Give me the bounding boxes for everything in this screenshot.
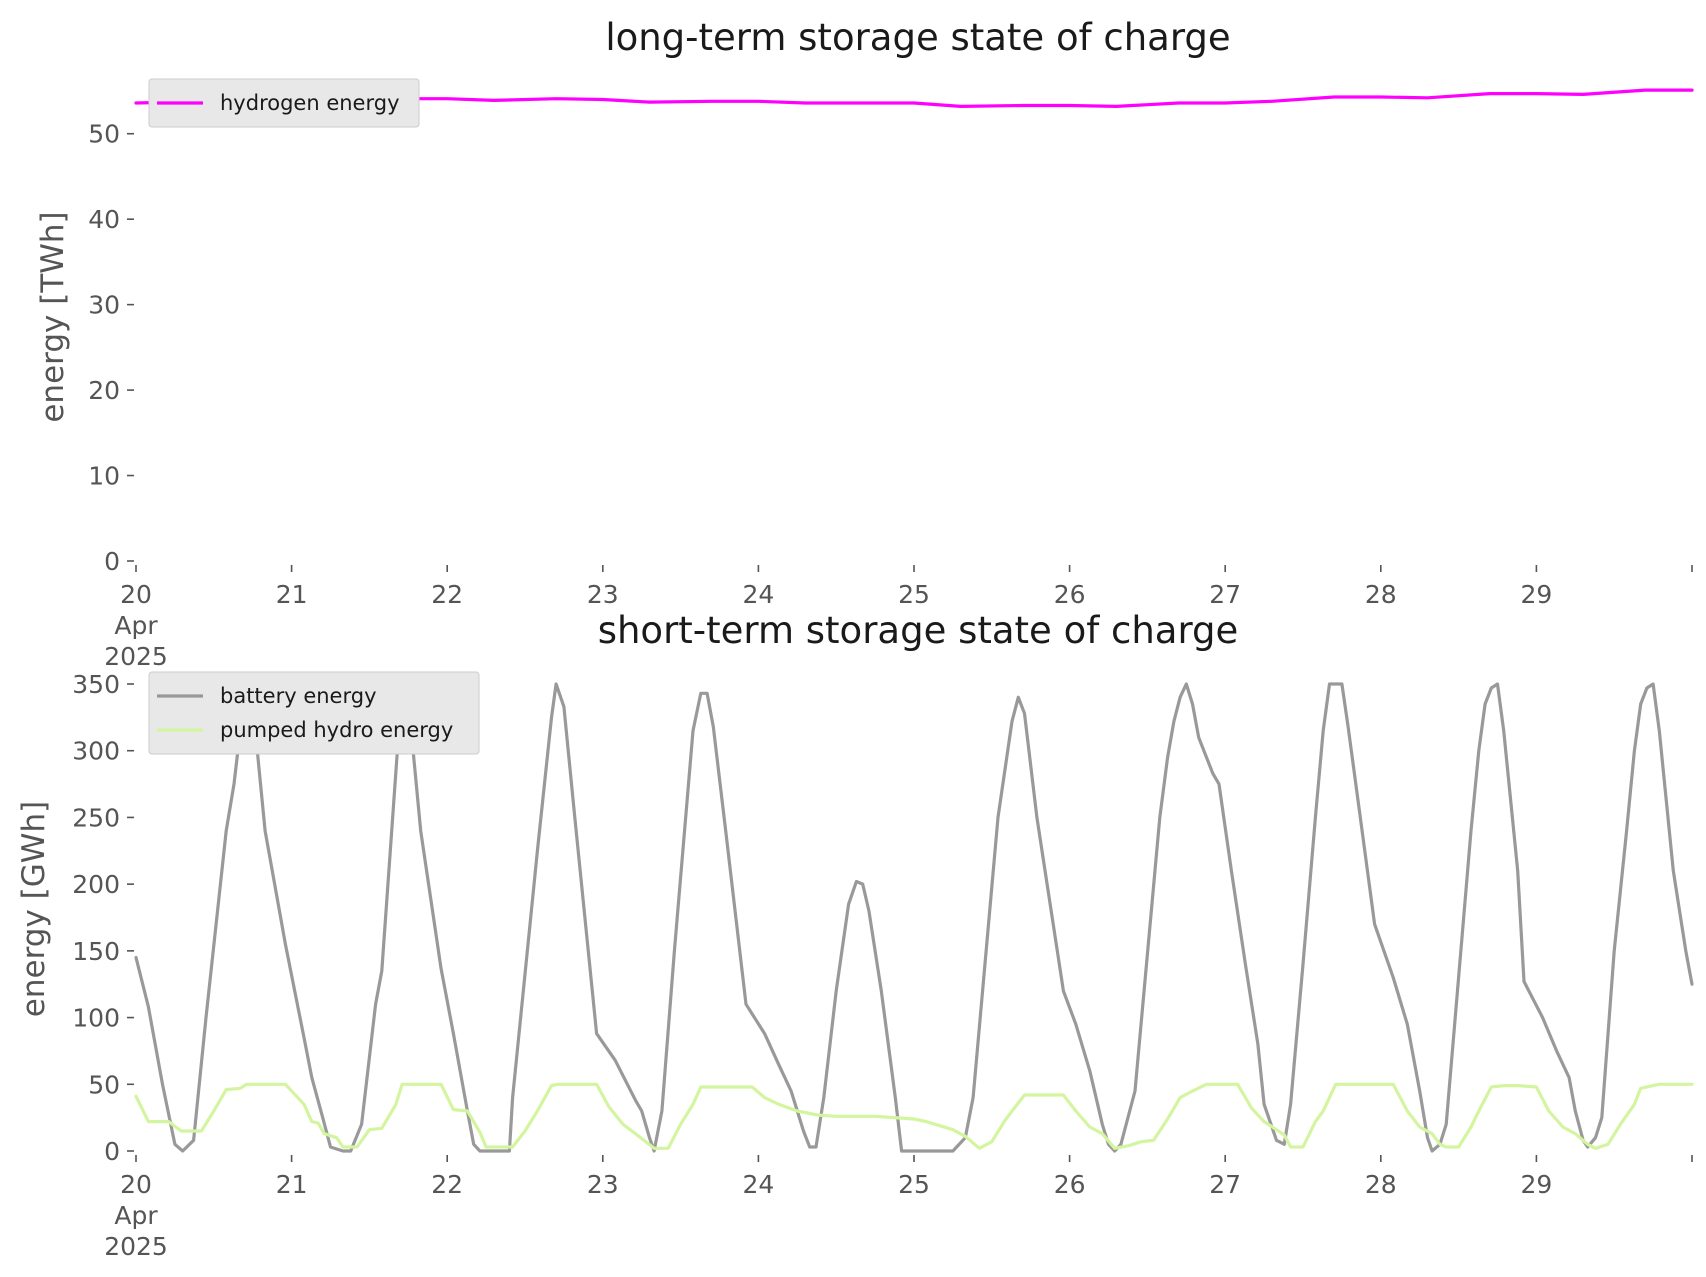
x-tick-label: 23 <box>587 580 619 609</box>
x-tick-label: 23 <box>587 1170 619 1199</box>
x-tick-label: 22 <box>431 1170 463 1199</box>
x-tick-label: 24 <box>742 580 774 609</box>
legend-label: pumped hydro energy <box>220 718 453 742</box>
y-axis-label: energy [GWh] <box>16 801 52 1017</box>
y-tick-label: 40 <box>88 205 120 234</box>
y-tick-label: 50 <box>88 120 120 149</box>
x-tick-label: 21 <box>276 580 308 609</box>
x-tick-label: 26 <box>1054 580 1086 609</box>
x-tick-label: 22 <box>431 580 463 609</box>
short-term-storage-chart: short-term storage state of charge energ… <box>16 609 1694 1261</box>
legend-label: hydrogen energy <box>220 91 400 115</box>
y-tick-label: 250 <box>72 803 120 832</box>
legend-label: battery energy <box>220 684 377 708</box>
y-tick-label: 200 <box>72 870 120 899</box>
x-tick-label: 24 <box>742 1170 774 1199</box>
y-tick-label: 20 <box>88 376 120 405</box>
x-tick-label: 29 <box>1520 1170 1552 1199</box>
y-tick-label: 50 <box>88 1070 120 1099</box>
y-tick-label: 0 <box>104 1137 120 1166</box>
x-tick-label: 25 <box>898 1170 930 1199</box>
series-line-pumped-hydro-energy <box>134 1082 1694 1150</box>
x-tick-label: 28 <box>1365 580 1397 609</box>
x-tick-label: 26 <box>1054 1170 1086 1199</box>
x-tick-label: 27 <box>1209 580 1241 609</box>
x-tick-label: 21 <box>276 1170 308 1199</box>
chart-title: short-term storage state of charge <box>598 609 1239 652</box>
x-tick-label: 27 <box>1209 1170 1241 1199</box>
x-tick-label: 28 <box>1365 1170 1397 1199</box>
y-tick-label: 0 <box>104 547 120 576</box>
y-tick-label: 350 <box>72 670 120 699</box>
y-tick-label: 100 <box>72 1004 120 1033</box>
legend-box <box>148 78 420 128</box>
long-term-storage-chart: long-term storage state of charge energy… <box>35 16 1694 671</box>
y-axis-label: energy [TWh] <box>35 211 71 422</box>
y-tick-label: 150 <box>72 937 120 966</box>
series-line-hydrogen-energy <box>134 88 1694 108</box>
x-tick-label: 20 Apr 2025 <box>104 1170 168 1261</box>
legend-box <box>148 671 480 755</box>
y-tick-label: 10 <box>88 462 120 491</box>
x-tick-label: 20 Apr 2025 <box>104 580 168 671</box>
chart-title: long-term storage state of charge <box>605 16 1230 59</box>
x-tick-label: 25 <box>898 580 930 609</box>
x-tick-label: 29 <box>1520 580 1552 609</box>
y-tick-label: 30 <box>88 291 120 320</box>
y-tick-label: 300 <box>72 737 120 766</box>
